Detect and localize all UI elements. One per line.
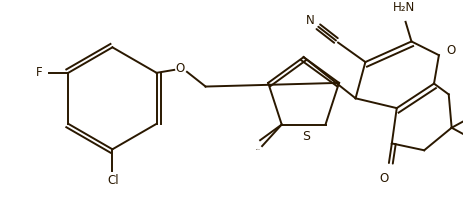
Text: O: O bbox=[380, 172, 388, 185]
Text: O: O bbox=[176, 62, 185, 75]
Text: F: F bbox=[36, 66, 42, 79]
Text: methyl: methyl bbox=[256, 149, 261, 150]
Text: S: S bbox=[302, 130, 311, 143]
Text: Cl: Cl bbox=[108, 174, 119, 187]
Text: H₂N: H₂N bbox=[393, 1, 415, 14]
Text: O: O bbox=[446, 44, 455, 57]
Text: N: N bbox=[306, 14, 315, 27]
